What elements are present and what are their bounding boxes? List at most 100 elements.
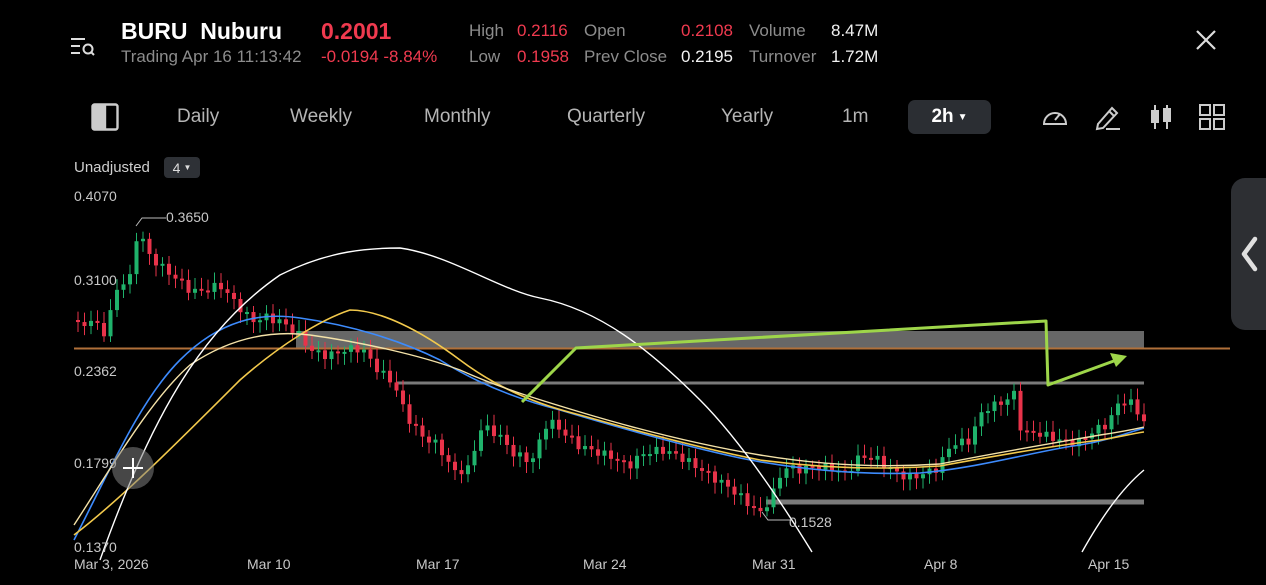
candle — [758, 507, 763, 512]
tab-weekly[interactable]: Weekly — [290, 106, 352, 127]
volume-label: Volume — [749, 21, 806, 40]
candle — [693, 458, 698, 469]
candle — [108, 310, 113, 337]
speedometer-icon[interactable] — [1041, 103, 1069, 136]
candle — [511, 444, 516, 457]
indicator-count: 4 — [172, 159, 181, 176]
candle — [739, 493, 743, 496]
candle — [771, 488, 776, 508]
candle — [355, 345, 360, 353]
x-tick-label: Mar 3, 2026 — [74, 556, 149, 572]
tab-yearly[interactable]: Yearly — [721, 106, 774, 127]
tab-2h[interactable]: 2h ▼ — [908, 100, 991, 134]
candle — [537, 439, 542, 459]
panel-toggle-icon[interactable] — [91, 103, 119, 136]
candle — [973, 426, 977, 445]
candle — [219, 282, 223, 290]
symbol-title: BURU Nuburu — [121, 18, 282, 45]
candle — [544, 428, 548, 440]
moving-average-line — [73, 309, 1145, 536]
crosshair-handle[interactable] — [112, 447, 154, 489]
candle — [1051, 431, 1055, 441]
candle — [303, 330, 308, 346]
x-tick-label: Mar 10 — [247, 556, 291, 572]
prev-close-label: Prev Close — [584, 47, 668, 66]
candle — [1044, 431, 1049, 437]
moving-average-line — [73, 315, 1145, 541]
high-annotation: 0.3650 — [166, 209, 209, 225]
candle — [953, 445, 958, 449]
x-tick-label: Apr 8 — [924, 556, 958, 572]
candle — [388, 370, 392, 383]
candle — [1122, 403, 1127, 406]
tab-daily[interactable]: Daily — [177, 106, 220, 127]
candle — [141, 238, 145, 242]
x-tick-label: Apr 15 — [1088, 556, 1130, 572]
side-panel-handle[interactable] — [1231, 178, 1266, 330]
candle — [173, 274, 178, 279]
low-annotation: 0.1528 — [789, 514, 832, 530]
candle — [82, 322, 87, 327]
candle — [648, 454, 652, 457]
candle — [719, 479, 724, 483]
candle — [453, 461, 457, 471]
candle — [1129, 399, 1133, 405]
high-value: 0.2116 — [517, 21, 568, 40]
candle — [1116, 403, 1120, 416]
candle — [732, 486, 737, 495]
candle — [921, 474, 925, 479]
candle — [128, 274, 132, 285]
candle — [784, 468, 789, 478]
candle — [323, 350, 327, 360]
trend-line-drawing — [520, 319, 1123, 404]
candle — [446, 455, 451, 462]
indicator-count-dropdown[interactable]: 4 ▼ — [164, 157, 200, 178]
candle — [368, 349, 373, 359]
candle — [206, 290, 210, 293]
candle — [726, 479, 730, 487]
layout-grid-icon[interactable] — [1199, 104, 1225, 135]
candle — [615, 458, 620, 461]
candlestick-icon[interactable] — [1147, 103, 1175, 136]
candle — [121, 284, 126, 290]
candle — [492, 425, 496, 437]
candle — [856, 455, 860, 471]
candle — [531, 458, 535, 463]
candle — [947, 448, 951, 458]
candle — [960, 438, 964, 446]
adjustment-label[interactable]: Unadjusted — [74, 159, 150, 176]
candle — [667, 451, 672, 454]
moving-averages — [73, 247, 1145, 561]
tab-1m[interactable]: 1m — [842, 106, 869, 127]
x-tick-label: Mar 31 — [752, 556, 796, 572]
candle — [115, 289, 119, 311]
candle — [999, 401, 1003, 405]
open-label: Open — [584, 21, 626, 40]
candlesticks — [76, 231, 1146, 518]
candle — [563, 429, 568, 436]
low-value: 0.1958 — [517, 47, 569, 66]
volume-value: 8.47M — [831, 21, 879, 40]
candle — [680, 453, 685, 462]
open-value: 0.2108 — [681, 21, 733, 40]
candle — [297, 330, 301, 333]
close-icon[interactable] — [1195, 29, 1217, 56]
high-label: High — [469, 21, 504, 40]
candle — [1142, 414, 1146, 422]
tab-monthly[interactable]: Monthly — [424, 106, 491, 127]
candle — [602, 450, 607, 456]
caret-down-icon: ▼ — [183, 163, 192, 172]
candle — [238, 298, 243, 313]
draw-pen-icon[interactable] — [1094, 103, 1122, 136]
high-leader — [135, 217, 166, 227]
candle — [427, 436, 431, 443]
low-leader — [761, 511, 790, 521]
tab-quarterly[interactable]: Quarterly — [567, 106, 646, 127]
y-tick-label: 0.2362 — [74, 363, 117, 379]
candle — [583, 446, 587, 450]
candle — [134, 241, 139, 275]
menu-icon[interactable] — [70, 36, 96, 61]
candle — [193, 288, 197, 293]
candle — [908, 473, 912, 480]
